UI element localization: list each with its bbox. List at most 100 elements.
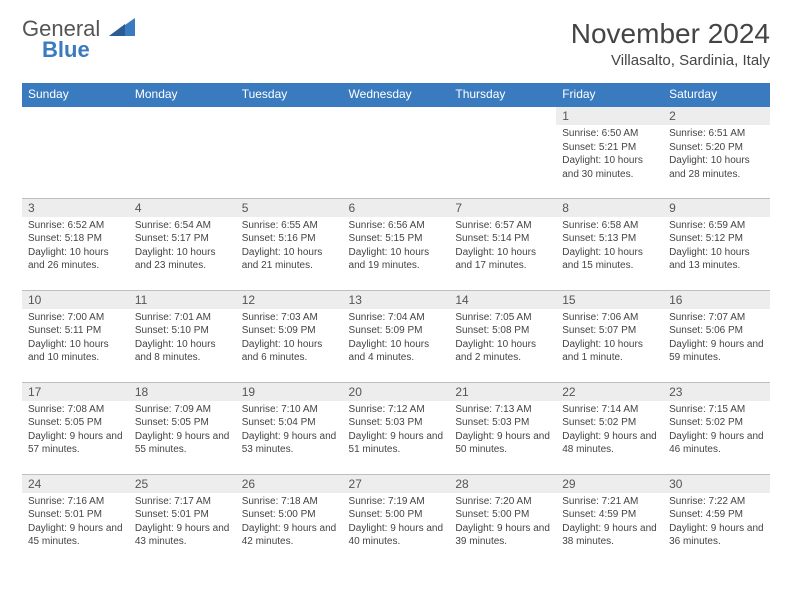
calendar-cell: 3Sunrise: 6:52 AMSunset: 5:18 PMDaylight…	[22, 198, 129, 290]
day-number: 10	[22, 291, 129, 309]
calendar-cell: 7Sunrise: 6:57 AMSunset: 5:14 PMDaylight…	[449, 198, 556, 290]
day-number: 16	[663, 291, 770, 309]
calendar-cell: 13Sunrise: 7:04 AMSunset: 5:09 PMDayligh…	[343, 290, 450, 382]
calendar-cell: 25Sunrise: 7:17 AMSunset: 5:01 PMDayligh…	[129, 474, 236, 566]
calendar-cell	[449, 106, 556, 198]
day-number: 30	[663, 475, 770, 493]
day-number: 20	[343, 383, 450, 401]
day-header: Friday	[556, 83, 663, 106]
calendar-cell	[236, 106, 343, 198]
day-number: 26	[236, 475, 343, 493]
day-number: 18	[129, 383, 236, 401]
day-number: 15	[556, 291, 663, 309]
day-number: 21	[449, 383, 556, 401]
location: Villasalto, Sardinia, Italy	[571, 52, 770, 69]
day-number: 23	[663, 383, 770, 401]
day-body: Sunrise: 6:50 AMSunset: 5:21 PMDaylight:…	[556, 125, 663, 185]
calendar-row: 10Sunrise: 7:00 AMSunset: 5:11 PMDayligh…	[22, 290, 770, 382]
day-number: 9	[663, 199, 770, 217]
calendar-cell	[22, 106, 129, 198]
calendar-row: 3Sunrise: 6:52 AMSunset: 5:18 PMDaylight…	[22, 198, 770, 290]
day-number: 11	[129, 291, 236, 309]
day-number: 28	[449, 475, 556, 493]
calendar-cell: 20Sunrise: 7:12 AMSunset: 5:03 PMDayligh…	[343, 382, 450, 474]
calendar-cell: 18Sunrise: 7:09 AMSunset: 5:05 PMDayligh…	[129, 382, 236, 474]
calendar-cell: 24Sunrise: 7:16 AMSunset: 5:01 PMDayligh…	[22, 474, 129, 566]
day-header: Sunday	[22, 83, 129, 106]
title-block: November 2024 Villasalto, Sardinia, Ital…	[571, 18, 770, 69]
calendar-row: 24Sunrise: 7:16 AMSunset: 5:01 PMDayligh…	[22, 474, 770, 566]
calendar-cell: 12Sunrise: 7:03 AMSunset: 5:09 PMDayligh…	[236, 290, 343, 382]
day-body: Sunrise: 7:05 AMSunset: 5:08 PMDaylight:…	[449, 309, 556, 369]
day-number: 1	[556, 107, 663, 125]
day-header: Tuesday	[236, 83, 343, 106]
calendar-cell: 6Sunrise: 6:56 AMSunset: 5:15 PMDaylight…	[343, 198, 450, 290]
day-body: Sunrise: 7:00 AMSunset: 5:11 PMDaylight:…	[22, 309, 129, 369]
day-body: Sunrise: 6:54 AMSunset: 5:17 PMDaylight:…	[129, 217, 236, 277]
day-number: 22	[556, 383, 663, 401]
calendar-cell	[343, 106, 450, 198]
day-number: 8	[556, 199, 663, 217]
calendar-cell: 26Sunrise: 7:18 AMSunset: 5:00 PMDayligh…	[236, 474, 343, 566]
day-number: 5	[236, 199, 343, 217]
calendar-cell: 4Sunrise: 6:54 AMSunset: 5:17 PMDaylight…	[129, 198, 236, 290]
calendar-row: 17Sunrise: 7:08 AMSunset: 5:05 PMDayligh…	[22, 382, 770, 474]
day-body: Sunrise: 7:22 AMSunset: 4:59 PMDaylight:…	[663, 493, 770, 553]
day-number: 27	[343, 475, 450, 493]
day-body: Sunrise: 7:18 AMSunset: 5:00 PMDaylight:…	[236, 493, 343, 553]
calendar-body: 1Sunrise: 6:50 AMSunset: 5:21 PMDaylight…	[22, 106, 770, 566]
calendar-cell: 19Sunrise: 7:10 AMSunset: 5:04 PMDayligh…	[236, 382, 343, 474]
day-number: 13	[343, 291, 450, 309]
day-body: Sunrise: 6:55 AMSunset: 5:16 PMDaylight:…	[236, 217, 343, 277]
day-body: Sunrise: 6:51 AMSunset: 5:20 PMDaylight:…	[663, 125, 770, 185]
day-body: Sunrise: 7:17 AMSunset: 5:01 PMDaylight:…	[129, 493, 236, 553]
day-body: Sunrise: 7:08 AMSunset: 5:05 PMDaylight:…	[22, 401, 129, 461]
calendar: Sunday Monday Tuesday Wednesday Thursday…	[22, 83, 770, 566]
day-body: Sunrise: 7:09 AMSunset: 5:05 PMDaylight:…	[129, 401, 236, 461]
day-number: 29	[556, 475, 663, 493]
brand-triangle-icon	[109, 18, 135, 41]
day-body: Sunrise: 7:07 AMSunset: 5:06 PMDaylight:…	[663, 309, 770, 369]
day-header: Thursday	[449, 83, 556, 106]
day-body: Sunrise: 7:03 AMSunset: 5:09 PMDaylight:…	[236, 309, 343, 369]
day-number: 6	[343, 199, 450, 217]
day-number: 14	[449, 291, 556, 309]
brand-logo: General Blue	[22, 18, 135, 63]
calendar-cell: 23Sunrise: 7:15 AMSunset: 5:02 PMDayligh…	[663, 382, 770, 474]
header: General Blue November 2024 Villasalto, S…	[22, 18, 770, 69]
day-header: Monday	[129, 83, 236, 106]
day-body: Sunrise: 7:06 AMSunset: 5:07 PMDaylight:…	[556, 309, 663, 369]
day-body: Sunrise: 7:20 AMSunset: 5:00 PMDaylight:…	[449, 493, 556, 553]
day-body: Sunrise: 7:15 AMSunset: 5:02 PMDaylight:…	[663, 401, 770, 461]
day-body: Sunrise: 7:14 AMSunset: 5:02 PMDaylight:…	[556, 401, 663, 461]
calendar-row: 1Sunrise: 6:50 AMSunset: 5:21 PMDaylight…	[22, 106, 770, 198]
calendar-cell: 28Sunrise: 7:20 AMSunset: 5:00 PMDayligh…	[449, 474, 556, 566]
day-body: Sunrise: 6:52 AMSunset: 5:18 PMDaylight:…	[22, 217, 129, 277]
day-body: Sunrise: 7:19 AMSunset: 5:00 PMDaylight:…	[343, 493, 450, 553]
calendar-cell: 29Sunrise: 7:21 AMSunset: 4:59 PMDayligh…	[556, 474, 663, 566]
calendar-cell	[129, 106, 236, 198]
day-number: 12	[236, 291, 343, 309]
calendar-cell: 14Sunrise: 7:05 AMSunset: 5:08 PMDayligh…	[449, 290, 556, 382]
calendar-cell: 9Sunrise: 6:59 AMSunset: 5:12 PMDaylight…	[663, 198, 770, 290]
calendar-cell: 21Sunrise: 7:13 AMSunset: 5:03 PMDayligh…	[449, 382, 556, 474]
calendar-cell: 27Sunrise: 7:19 AMSunset: 5:00 PMDayligh…	[343, 474, 450, 566]
day-body: Sunrise: 7:10 AMSunset: 5:04 PMDaylight:…	[236, 401, 343, 461]
day-number: 17	[22, 383, 129, 401]
calendar-cell: 15Sunrise: 7:06 AMSunset: 5:07 PMDayligh…	[556, 290, 663, 382]
day-header: Saturday	[663, 83, 770, 106]
day-body: Sunrise: 6:57 AMSunset: 5:14 PMDaylight:…	[449, 217, 556, 277]
day-body: Sunrise: 6:56 AMSunset: 5:15 PMDaylight:…	[343, 217, 450, 277]
day-number: 24	[22, 475, 129, 493]
calendar-cell: 22Sunrise: 7:14 AMSunset: 5:02 PMDayligh…	[556, 382, 663, 474]
calendar-cell: 1Sunrise: 6:50 AMSunset: 5:21 PMDaylight…	[556, 106, 663, 198]
day-number: 2	[663, 107, 770, 125]
day-body: Sunrise: 7:01 AMSunset: 5:10 PMDaylight:…	[129, 309, 236, 369]
calendar-cell: 30Sunrise: 7:22 AMSunset: 4:59 PMDayligh…	[663, 474, 770, 566]
day-header-row: Sunday Monday Tuesday Wednesday Thursday…	[22, 83, 770, 106]
day-body: Sunrise: 7:13 AMSunset: 5:03 PMDaylight:…	[449, 401, 556, 461]
day-number: 4	[129, 199, 236, 217]
calendar-cell: 8Sunrise: 6:58 AMSunset: 5:13 PMDaylight…	[556, 198, 663, 290]
day-body: Sunrise: 6:59 AMSunset: 5:12 PMDaylight:…	[663, 217, 770, 277]
day-header: Wednesday	[343, 83, 450, 106]
